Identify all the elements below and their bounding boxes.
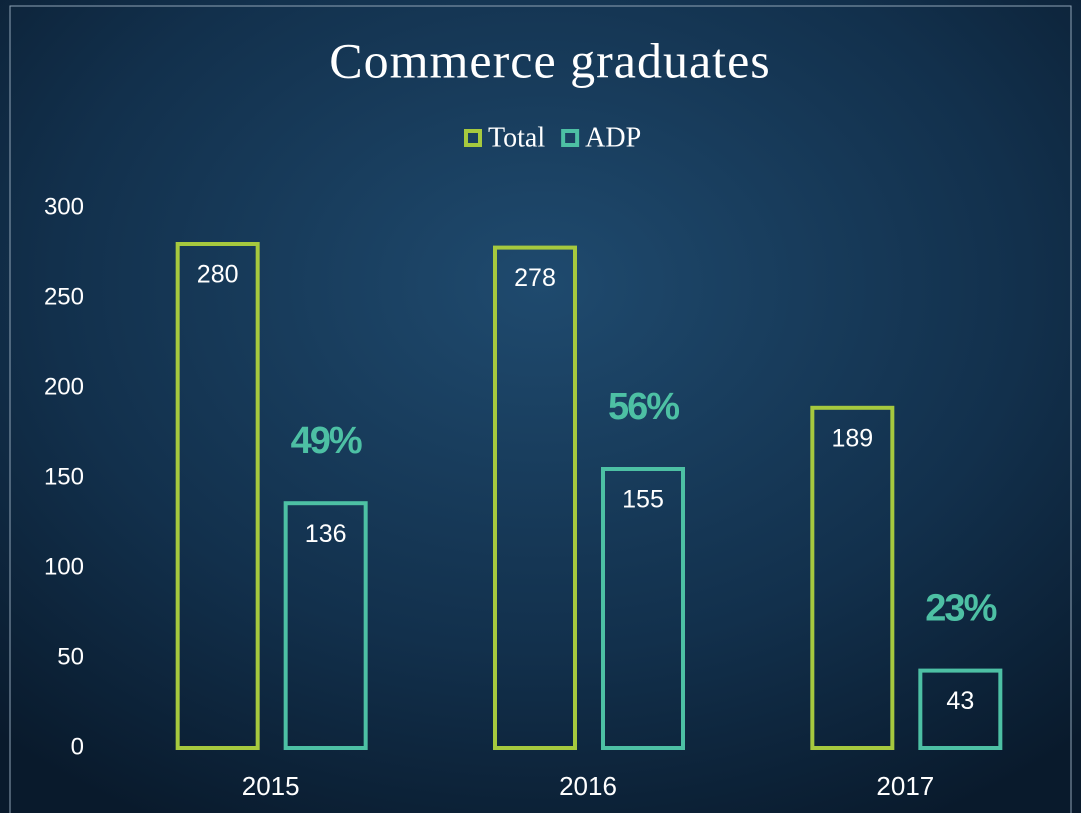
value-label: 43 bbox=[946, 687, 974, 715]
annotation: 49% bbox=[291, 420, 362, 462]
value-label: 280 bbox=[197, 261, 239, 289]
legend-label: Total bbox=[488, 122, 545, 153]
y-tick-label: 250 bbox=[44, 283, 84, 310]
chart-title: Commerce graduates bbox=[329, 32, 770, 88]
x-tick-label: 2015 bbox=[242, 771, 300, 801]
legend-swatch bbox=[561, 129, 580, 147]
value-label: 155 bbox=[622, 486, 664, 514]
bar bbox=[175, 242, 260, 750]
x-tick-label: 2017 bbox=[876, 771, 934, 801]
bar bbox=[283, 501, 368, 751]
value-label: 278 bbox=[514, 264, 556, 292]
bar bbox=[918, 668, 1003, 750]
bar bbox=[601, 467, 685, 750]
annotation: 56% bbox=[608, 386, 679, 428]
legend-label: ADP bbox=[585, 122, 641, 153]
value-label: 136 bbox=[305, 520, 347, 548]
y-tick-label: 100 bbox=[44, 553, 84, 580]
annotation: 23% bbox=[925, 588, 996, 630]
bar bbox=[810, 405, 895, 750]
y-tick-label: 300 bbox=[44, 193, 84, 220]
frame bbox=[9, 5, 1072, 813]
y-tick-label: 0 bbox=[71, 733, 84, 760]
value-label: 189 bbox=[831, 424, 873, 452]
legend-swatch bbox=[464, 129, 482, 147]
y-tick-label: 200 bbox=[44, 373, 84, 400]
y-tick-label: 50 bbox=[57, 643, 84, 670]
bar bbox=[493, 245, 577, 750]
x-tick-label: 2016 bbox=[559, 771, 617, 801]
y-tick-label: 150 bbox=[44, 463, 84, 490]
